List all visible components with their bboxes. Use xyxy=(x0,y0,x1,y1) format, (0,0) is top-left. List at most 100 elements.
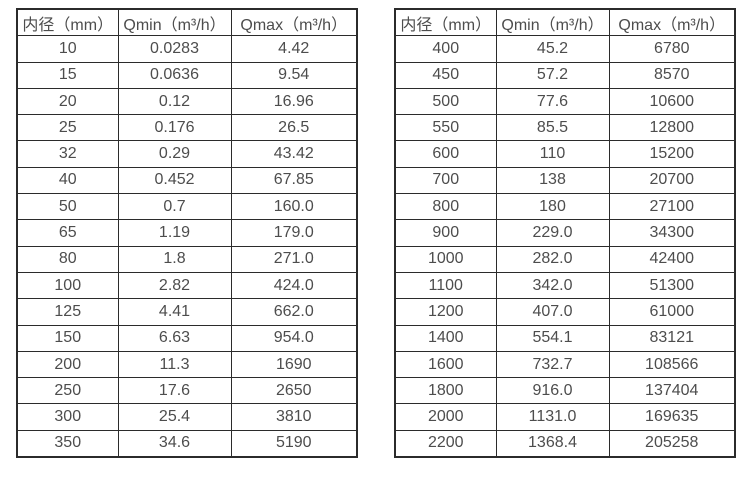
diameter-cell: 32 xyxy=(16,140,119,168)
diameter-cell: 65 xyxy=(16,219,119,247)
diameter-cell: 1600 xyxy=(394,350,497,379)
qmin-cell: 0.0636 xyxy=(117,61,232,89)
qmin-cell: 0.452 xyxy=(117,166,232,195)
diameter-cell: 1800 xyxy=(394,377,497,405)
qmin-cell: 916.0 xyxy=(495,377,610,405)
diameter-cell: 400 xyxy=(394,35,497,63)
qmax-cell: 424.0 xyxy=(230,271,358,300)
table-row: 65 1.19 179.0 xyxy=(16,219,358,247)
diameter-cell: 150 xyxy=(16,324,119,352)
table-row: 32 0.29 43.42 xyxy=(16,140,358,168)
qmax-cell: 205258 xyxy=(608,429,736,458)
table-row: 800 180 27100 xyxy=(394,193,736,221)
qmax-cell: 5190 xyxy=(230,429,358,458)
flow-tables-page: 内径（mm） Qmin（m³/h） Qmax（m³/h） 10 0.0283 4.4… xyxy=(16,8,736,459)
qmax-cell: 271.0 xyxy=(230,245,358,273)
table-row: 25 0.176 26.5 xyxy=(16,114,358,142)
qmax-cell: 4.42 xyxy=(230,35,358,63)
diameter-cell: 2200 xyxy=(394,429,497,458)
qmax-cell: 3810 xyxy=(230,403,358,431)
qmax-cell: 12800 xyxy=(608,114,736,142)
qmin-cell: 1131.0 xyxy=(495,403,610,431)
qmax-cell: 42400 xyxy=(608,245,736,273)
qmax-cell: 51300 xyxy=(608,271,736,300)
qmax-cell: 160.0 xyxy=(230,193,358,221)
table-row: 550 85.5 12800 xyxy=(394,114,736,142)
qmin-cell: 407.0 xyxy=(495,298,610,326)
qmin-cell: 180 xyxy=(495,193,610,221)
table-body: 10 0.0283 4.42 15 0.0636 9.54 20 0.12 16.96 25 0.1… xyxy=(16,35,358,458)
diameter-cell: 350 xyxy=(16,429,119,458)
qmin-cell: 110 xyxy=(495,140,610,168)
qmin-cell: 1.19 xyxy=(117,219,232,247)
qmax-cell: 26.5 xyxy=(230,114,358,142)
qmin-cell: 77.6 xyxy=(495,87,610,116)
table-row: 10 0.0283 4.42 xyxy=(16,35,358,63)
qmax-cell: 16.96 xyxy=(230,87,358,116)
qmin-cell: 554.1 xyxy=(495,324,610,352)
qmax-cell: 2650 xyxy=(230,377,358,405)
table-row: 600 110 15200 xyxy=(394,140,736,168)
diameter-column-header: 内径（mm） xyxy=(394,8,497,37)
qmax-cell: 34300 xyxy=(608,219,736,247)
qmin-cell: 229.0 xyxy=(495,219,610,247)
table-row: 1400 554.1 83121 xyxy=(394,324,736,352)
qmin-cell: 25.4 xyxy=(117,403,232,431)
diameter-cell: 40 xyxy=(16,166,119,195)
diameter-cell: 700 xyxy=(394,166,497,195)
qmin-cell: 138 xyxy=(495,166,610,195)
diameter-cell: 50 xyxy=(16,193,119,221)
diameter-cell: 1400 xyxy=(394,324,497,352)
header-row: 内径（mm） Qmin（m³/h） Qmax（m³/h） xyxy=(394,8,736,37)
diameter-cell: 125 xyxy=(16,298,119,326)
qmax-cell: 662.0 xyxy=(230,298,358,326)
diameter-cell: 500 xyxy=(394,87,497,116)
table-row: 1100 342.0 51300 xyxy=(394,271,736,300)
diameter-column-header: 内径（mm） xyxy=(16,8,119,37)
qmax-column-header: Qmax（m³/h） xyxy=(230,8,358,37)
qmax-cell: 83121 xyxy=(608,324,736,352)
diameter-cell: 900 xyxy=(394,219,497,247)
qmin-cell: 2.82 xyxy=(117,271,232,300)
table-row: 50 0.7 160.0 xyxy=(16,193,358,221)
diameter-cell: 80 xyxy=(16,245,119,273)
table-row: 700 138 20700 xyxy=(394,166,736,195)
qmax-cell: 15200 xyxy=(608,140,736,168)
diameter-cell: 100 xyxy=(16,271,119,300)
diameter-cell: 1000 xyxy=(394,245,497,273)
diameter-cell: 300 xyxy=(16,403,119,431)
table-row: 125 4.41 662.0 xyxy=(16,298,358,326)
table-row: 20 0.12 16.96 xyxy=(16,87,358,116)
qmin-cell: 282.0 xyxy=(495,245,610,273)
qmax-cell: 108566 xyxy=(608,350,736,379)
table-row: 1200 407.0 61000 xyxy=(394,298,736,326)
qmax-cell: 43.42 xyxy=(230,140,358,168)
qmin-cell: 11.3 xyxy=(117,350,232,379)
diameter-cell: 10 xyxy=(16,35,119,63)
qmin-cell: 732.7 xyxy=(495,350,610,379)
diameter-cell: 20 xyxy=(16,87,119,116)
qmin-cell: 1.8 xyxy=(117,245,232,273)
table-row: 500 77.6 10600 xyxy=(394,87,736,116)
diameter-cell: 550 xyxy=(394,114,497,142)
qmin-cell: 34.6 xyxy=(117,429,232,458)
header-row: 内径（mm） Qmin（m³/h） Qmax（m³/h） xyxy=(16,8,358,37)
table-row: 1600 732.7 108566 xyxy=(394,350,736,379)
table-row: 2000 1131.0 169635 xyxy=(394,403,736,431)
diameter-cell: 450 xyxy=(394,61,497,89)
qmax-cell: 8570 xyxy=(608,61,736,89)
table-row: 150 6.63 954.0 xyxy=(16,324,358,352)
diameter-cell: 25 xyxy=(16,114,119,142)
qmin-cell: 1368.4 xyxy=(495,429,610,458)
diameter-cell: 600 xyxy=(394,140,497,168)
qmax-cell: 61000 xyxy=(608,298,736,326)
table-row: 300 25.4 3810 xyxy=(16,403,358,431)
table-row: 15 0.0636 9.54 xyxy=(16,61,358,89)
table-row: 40 0.452 67.85 xyxy=(16,166,358,195)
qmax-cell: 169635 xyxy=(608,403,736,431)
flow-table-right: 内径（mm） Qmin（m³/h） Qmax（m³/h） 400 45.2 6780… xyxy=(394,8,736,459)
diameter-cell: 250 xyxy=(16,377,119,405)
table-body: 400 45.2 6780 450 57.2 8570 500 77.6 10600 550 85.… xyxy=(394,35,736,458)
qmin-cell: 4.41 xyxy=(117,298,232,326)
qmax-cell: 67.85 xyxy=(230,166,358,195)
